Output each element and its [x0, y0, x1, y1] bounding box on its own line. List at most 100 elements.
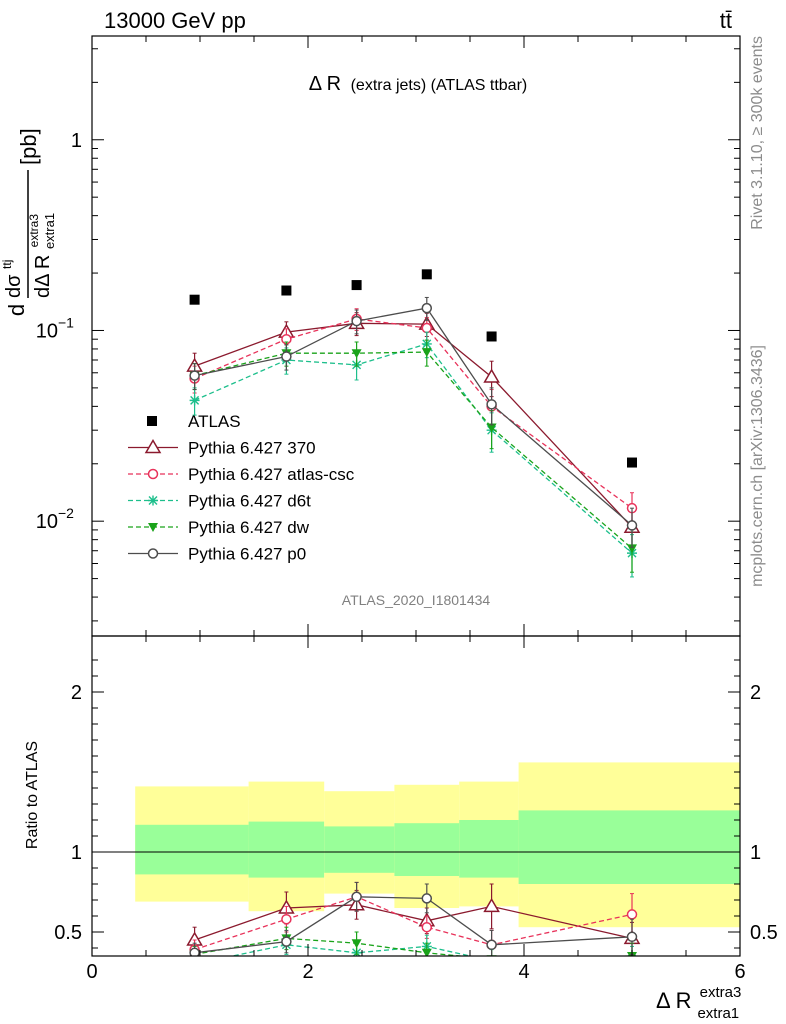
ratio-point-pythia-6-427-d6t: [190, 959, 200, 969]
atlas-data-points: [189, 269, 637, 468]
uncertainty-band-stat: [324, 826, 395, 873]
atlas-data-point: [351, 280, 362, 291]
ratio-point-pythia-6-427-p0: [626, 931, 638, 943]
uncertainty-band-stat: [248, 821, 325, 878]
ratio-line-pythia-6-427-370: [194, 904, 633, 941]
legend-entry-pythia-6-427-370: Pythia 6.427 370: [128, 439, 316, 458]
ratio-point-pythia-6-427-atlas-csc: [421, 921, 433, 933]
mc-point-pythia-6-427-d6t: [189, 395, 200, 406]
ylabel-d: d: [4, 304, 29, 316]
mc-series: [186, 296, 641, 578]
plot-title-main: Δ R: [309, 73, 341, 95]
ratio-point-pythia-6-427-atlas-csc: [281, 913, 292, 925]
ratio-y-tick-label: 2: [71, 682, 82, 704]
mc-point-pythia-6-427-p0: [486, 399, 497, 410]
y-tick-label: 1: [71, 130, 82, 152]
legend-label-pythia-6-427-d6t: Pythia 6.427 d6t: [188, 492, 311, 511]
legend-label-pythia-6-427-dw: Pythia 6.427 dw: [188, 518, 310, 537]
uncertainty-band-stat: [135, 824, 249, 875]
legend-entry-pythia-6-427-d6t: Pythia 6.427 d6t: [128, 492, 311, 511]
ratio-y-tick-label: 0.5: [54, 922, 82, 944]
mcplots-label: mcplots.cern.ch [arXiv:1306.3436]: [749, 345, 766, 587]
svg-text:dΔ R extra1 extra3: dΔ R extra1 extra3: [27, 207, 59, 298]
ratio-series: [186, 881, 641, 969]
legend-label-pythia-6-427-atlas-csc: Pythia 6.427 atlas-csc: [188, 465, 355, 484]
plot-title: Δ R (extra jets) (ATLAS ttbar): [309, 73, 527, 95]
atlas-data-point: [421, 269, 432, 280]
atlas-data-point: [627, 457, 637, 468]
ratio-point-pythia-6-427-dw: [421, 948, 432, 956]
x-tick-label: 6: [734, 961, 745, 983]
mc-point-pythia-6-427-dw: [627, 544, 637, 554]
atlas-data-point: [486, 331, 497, 342]
header-process-label: tt̄: [720, 8, 732, 33]
ylabel-dsigma: dσ: [3, 274, 25, 298]
mc-point-pythia-6-427-dw: [486, 423, 497, 433]
x-tick-label: 2: [302, 961, 313, 983]
mc-point-pythia-6-427-dw: [421, 348, 432, 358]
ratio-point-pythia-6-427-p0: [486, 939, 497, 951]
mc-line-pythia-6-427-p0: [194, 307, 633, 526]
ratio-line-pythia-6-427-p0: [194, 896, 633, 954]
mc-point-pythia-6-427-p0: [189, 370, 200, 381]
legend-marker-pythia-6-427-dw: [148, 523, 158, 532]
y-tick-label: 10: [36, 511, 58, 533]
ylabel-den: dΔ R: [32, 255, 54, 298]
mc-point-pythia-6-427-p0: [626, 520, 638, 531]
ratio-y-tick-label: 1: [71, 842, 82, 864]
y-tick-exponent: −1: [58, 314, 74, 330]
ratio-line-pythia-6-427-atlas-csc: [194, 896, 633, 951]
xlabel-main: Δ R: [656, 988, 691, 1013]
legend-marker-atlas: [147, 416, 157, 426]
x-tick-label: 4: [518, 961, 529, 983]
ratio-point-pythia-6-427-atlas-csc: [626, 909, 638, 920]
ratio-plot-panel: 0 2 4 60.5 0.51 12 2: [54, 635, 778, 983]
atlas-data-point: [281, 285, 292, 296]
y-axis-label: d dσ ttj dΔ R extra1 extra3 [pb]: [0, 128, 59, 316]
analysis-id-label: ATLAS_2020_I1801434: [342, 592, 491, 608]
mc-point-pythia-6-427-p0: [281, 351, 292, 362]
mc-line-pythia-6-427-atlas-csc: [194, 318, 633, 509]
x-axis-label: Δ R extra3 extra1: [656, 977, 747, 1022]
ylabel-ttj: ttj: [0, 260, 14, 269]
y-tick-exponent: −2: [58, 505, 74, 521]
y-tick-label: 10: [36, 320, 58, 342]
rivet-version-label: Rivet 3.1.10, ≥ 300k events: [749, 36, 766, 230]
mc-point-pythia-6-427-p0: [421, 302, 433, 314]
xlabel-sup: extra3: [700, 984, 742, 1001]
legend-entry-pythia-6-427-atlas-csc: Pythia 6.427 atlas-csc: [128, 465, 355, 484]
legend-label-pythia-6-427-370: Pythia 6.427 370: [188, 439, 316, 458]
mc-point-pythia-6-427-dw: [351, 349, 362, 359]
x-tick-label: 0: [86, 961, 97, 983]
plot-title-sub: (extra jets) (ATLAS ttbar): [351, 77, 528, 94]
legend-label-atlas: ATLAS: [188, 412, 241, 431]
ratio-y-axis-label: Ratio to ATLAS: [24, 741, 41, 849]
uncertainty-band-stat: [394, 823, 460, 876]
legend: ATLAS Pythia 6.427 370 Pythia 6.427 atlas-…: [128, 412, 355, 564]
ratio-point-pythia-6-427-dw: [351, 939, 362, 949]
legend-entry-pythia-6-427-p0: Pythia 6.427 p0: [128, 545, 306, 564]
legend-entry-atlas: ATLAS: [147, 412, 241, 431]
uncertainty-band-stat: [459, 820, 519, 878]
legend-marker-pythia-6-427-d6t: [148, 495, 158, 506]
ratio-point-pythia-6-427-p0: [421, 893, 433, 904]
mc-point-pythia-6-427-p0: [351, 315, 362, 327]
ratio-point-pythia-6-427-p0: [281, 936, 292, 947]
header-energy-label: 13000 GeV pp: [104, 8, 246, 33]
ratio-y-tick-label-right: 1: [750, 842, 761, 864]
ratio-point-pythia-6-427-p0: [189, 947, 200, 956]
legend-marker-pythia-6-427-p0: [147, 548, 159, 559]
legend-marker-pythia-6-427-370: [144, 439, 162, 454]
svg-text:dσ ttj: dσ ttj: [0, 260, 25, 298]
ratio-point-pythia-6-427-p0: [351, 891, 362, 903]
ylabel-unit: [pb]: [16, 128, 41, 165]
legend-label-pythia-6-427-p0: Pythia 6.427 p0: [188, 545, 306, 564]
ratio-point-pythia-6-427-370: [483, 897, 500, 913]
legend-entry-pythia-6-427-dw: Pythia 6.427 dw: [128, 518, 310, 537]
legend-marker-pythia-6-427-atlas-csc: [147, 468, 159, 480]
mc-point-pythia-6-427-atlas-csc: [421, 322, 433, 334]
ylabel-den-sub: extra1: [42, 213, 57, 249]
svg-text:d: d: [4, 304, 29, 316]
